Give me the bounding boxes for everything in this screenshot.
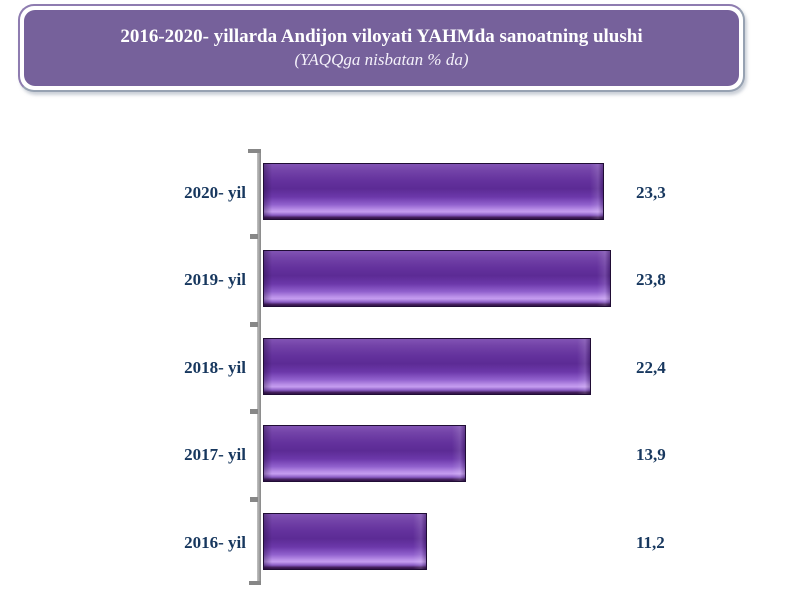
bar-row: 2018- yil 22,4 bbox=[0, 338, 800, 397]
bar-row: 2020- yil 23,3 bbox=[0, 163, 800, 222]
bar-track bbox=[263, 338, 623, 397]
axis-tick bbox=[250, 322, 258, 327]
value-label: 11,2 bbox=[636, 532, 665, 552]
bar bbox=[263, 250, 612, 307]
chart-title: 2016-2020- yillarda Andijon viloyati YAH… bbox=[120, 26, 643, 47]
chart-title-banner-fill: 2016-2020- yillarda Andijon viloyati YAH… bbox=[24, 10, 739, 86]
bar bbox=[263, 163, 604, 220]
axis-tick bbox=[250, 497, 258, 502]
axis-tick bbox=[250, 409, 258, 414]
bar-track bbox=[263, 513, 623, 572]
axis-tick bbox=[250, 234, 258, 239]
value-label: 23,8 bbox=[636, 269, 666, 289]
chart-subtitle: (YAQQga nisbatan % da) bbox=[294, 50, 469, 69]
bar bbox=[263, 425, 467, 482]
bar-track bbox=[263, 250, 623, 309]
value-label: 23,3 bbox=[636, 182, 666, 202]
bar-row: 2017- yil 13,9 bbox=[0, 425, 800, 484]
year-label: 2020- yil bbox=[184, 182, 246, 202]
bar-track bbox=[263, 163, 623, 222]
value-label: 22,4 bbox=[636, 357, 666, 377]
year-label: 2016- yil bbox=[184, 532, 246, 552]
bar-track bbox=[263, 425, 623, 484]
bar-row: 2019- yil 23,8 bbox=[0, 250, 800, 309]
year-label: 2019- yil bbox=[184, 269, 246, 289]
y-axis-top-tick bbox=[248, 149, 261, 153]
y-axis-line bbox=[257, 149, 261, 585]
year-label: 2018- yil bbox=[184, 357, 246, 377]
value-label: 13,9 bbox=[636, 444, 666, 464]
chart-title-banner: 2016-2020- yillarda Andijon viloyati YAH… bbox=[18, 4, 745, 92]
bar bbox=[263, 338, 591, 395]
bar bbox=[263, 513, 427, 570]
year-label: 2017- yil bbox=[184, 444, 246, 464]
y-axis-bottom-tick bbox=[249, 581, 261, 585]
bar-row: 2016- yil 11,2 bbox=[0, 513, 800, 572]
